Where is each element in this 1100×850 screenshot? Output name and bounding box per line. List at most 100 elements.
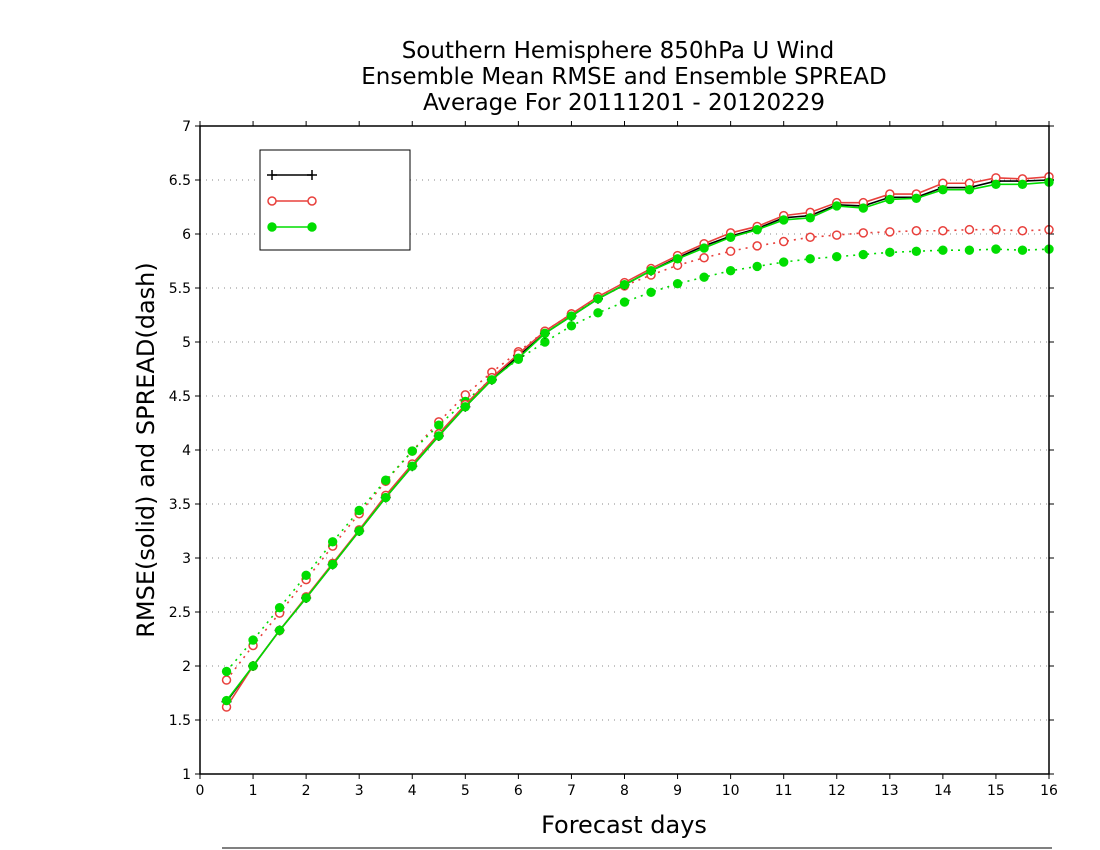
data-point [805,254,815,264]
y-tick-label: 2.5 [169,605,191,621]
data-point [911,193,922,204]
data-point [434,420,444,430]
x-tick-label: 16 [1040,783,1058,799]
series-line [225,248,1050,672]
title-line-1: Southern Hemisphere 850hPa U Wind [402,38,835,64]
data-point [938,185,948,195]
data-point [354,526,364,536]
series-line [225,175,1050,708]
y-tick-label: 4 [182,443,191,459]
data-point [248,635,258,645]
data-point [540,337,550,347]
data-point [964,245,975,255]
y-axis-label: RMSE(solid) and SPREAD(dash) [132,262,160,638]
x-tick-label: 7 [567,783,576,799]
data-point [407,446,417,456]
chart-title: Southern Hemisphere 850hPa U Wind Ensemb… [361,38,886,116]
data-point [407,461,417,471]
x-tick-label: 5 [461,783,470,799]
data-point [381,475,391,485]
data-point [832,251,842,262]
x-tick-label: 15 [987,783,1005,799]
legend-box [259,149,411,251]
series-3 [221,177,1054,706]
x-tick-label: 6 [514,783,523,799]
data-point [911,246,922,256]
series-1 [221,175,1054,707]
data-point [832,201,842,211]
y-tick-label: 4.5 [169,389,191,405]
data-point [593,294,603,304]
x-tick-label: 9 [673,783,682,799]
data-point [725,266,736,276]
y-tick-label: 1.5 [169,713,191,729]
data-point [513,353,524,363]
data-point [725,246,736,257]
data-point [672,278,683,289]
data-point [938,245,948,255]
data-point [307,196,317,206]
x-tick-label: 2 [302,783,311,799]
data-point [301,570,311,580]
data-point [699,253,709,263]
series-line [225,181,1050,702]
data-point [964,224,975,235]
data-point [752,224,762,235]
data-point [858,203,868,213]
data-point [646,266,656,276]
data-point [752,241,762,251]
data-point [221,675,232,685]
x-tick-label: 12 [828,783,846,799]
data-point [725,232,736,242]
data-point [1017,245,1028,255]
series-2 [221,172,1054,712]
x-tick-label: 1 [249,783,258,799]
data-point [540,328,550,339]
legend [259,149,411,251]
series-layer [221,172,1054,712]
x-tick-label: 3 [355,783,364,799]
series-5 [221,244,1054,677]
data-point [267,170,277,180]
y-tick-label: 6 [182,227,191,243]
data-point [248,661,258,671]
legend-item [267,170,317,180]
y-tick-label: 7 [182,119,191,135]
series-4 [221,224,1054,685]
data-point [832,230,842,240]
y-tick-label: 3 [182,551,191,567]
series-line [225,179,1050,703]
data-point [381,492,391,503]
data-point [566,311,577,321]
data-point [885,227,895,237]
x-tick-label: 13 [881,783,899,799]
x-tick-label: 0 [196,783,205,799]
data-point [1017,226,1028,236]
data-point [646,287,656,298]
plot-frame [199,125,1050,775]
data-point [699,243,709,253]
gridlines [200,179,1049,721]
legend-item [267,222,317,232]
data-point [460,402,471,412]
data-point [778,257,789,267]
data-point [593,308,603,318]
data-point [487,375,497,385]
data-point [911,226,922,236]
data-point [699,272,709,282]
data-point [274,602,285,613]
data-point [885,247,895,258]
x-tick-label: 4 [408,783,417,799]
data-point [938,226,948,236]
data-point [619,297,630,307]
x-tick-label: 14 [934,783,952,799]
x-tick-label: 11 [775,783,793,799]
data-point [991,244,1001,254]
y-tick-label: 1 [182,767,191,783]
data-point [221,666,232,677]
y-tick-label: 3.5 [169,497,191,513]
data-point [354,505,364,516]
axes: 11.522.533.544.555.566.570 1 2 3 4 5 6 7 8 9 10 11 1… [169,119,1058,799]
data-point [307,170,317,180]
x-axis-label: Forecast days [541,811,707,839]
